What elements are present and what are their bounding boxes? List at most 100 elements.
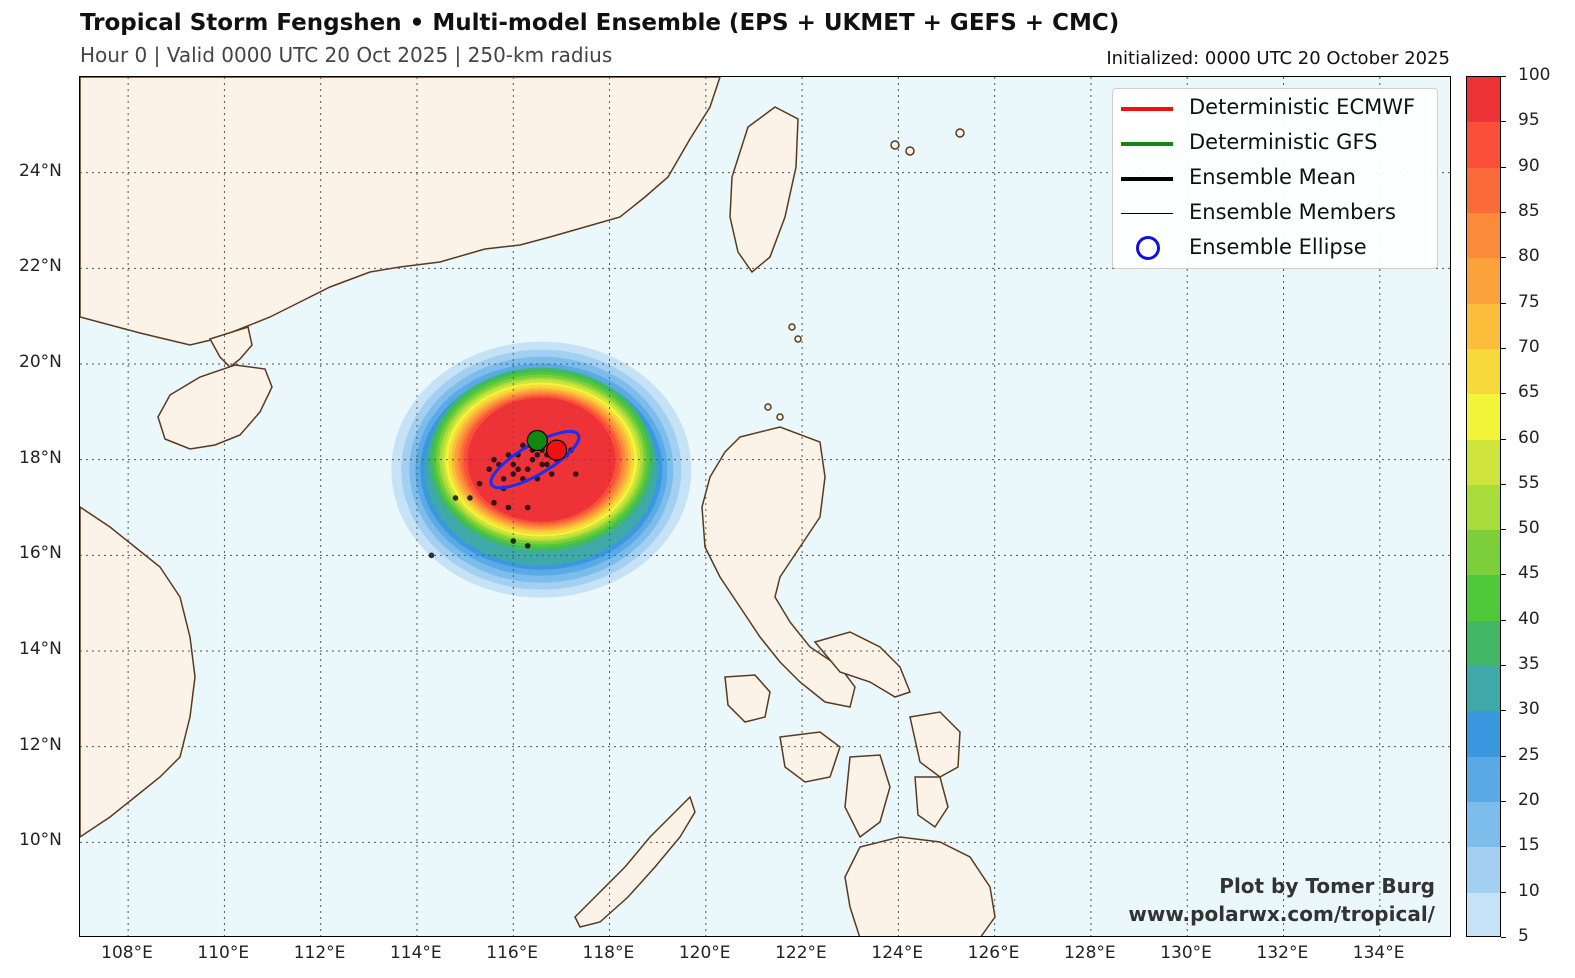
legend-label: Deterministic ECMWF <box>1189 95 1416 119</box>
colorbar-segment <box>1467 575 1500 621</box>
latitude-tick-label: 20°N <box>19 352 62 372</box>
colorbar-tick-label: 80 <box>1518 246 1540 267</box>
colorbar-segment <box>1467 847 1500 893</box>
colorbar-tick-label: 95 <box>1518 110 1540 131</box>
latitude-tick-label: 14°N <box>19 639 62 659</box>
colorbar-tick-label: 55 <box>1518 472 1540 493</box>
colorbar-tickmark <box>1501 665 1506 667</box>
colorbar-tick-label: 30 <box>1518 699 1540 720</box>
colorbar-tickmark <box>1501 529 1506 531</box>
colorbar-tick-label: 50 <box>1518 518 1540 539</box>
ensemble-member-point <box>534 452 541 458</box>
deterministic-gfs-marker <box>526 429 548 452</box>
colorbar-segment <box>1467 620 1500 667</box>
land-mindoro <box>724 674 771 723</box>
colorbar-segment <box>1467 484 1500 531</box>
colorbar-tick-label: 70 <box>1518 336 1540 357</box>
ensemble-member-point <box>452 495 459 501</box>
colorbar-tickmark <box>1501 801 1506 803</box>
colorbar-segment <box>1467 711 1500 757</box>
longitude-tick-label: 122°E <box>775 943 827 963</box>
colorbar-tickmark <box>1501 619 1506 621</box>
ensemble-member-point <box>486 466 492 473</box>
ensemble-member-point <box>573 471 579 477</box>
colorbar-segment <box>1467 439 1500 485</box>
land-south-china <box>80 77 721 346</box>
legend-item-ellipse: Ensemble Ellipse <box>1113 231 1437 266</box>
colorbar-tick-label: 85 <box>1518 200 1540 221</box>
colorbar-tick-label: 35 <box>1518 654 1540 675</box>
ensemble-member-point <box>510 471 517 477</box>
latitude-tick-label: 18°N <box>19 447 62 468</box>
colorbar-tickmark <box>1501 710 1506 712</box>
land-islet <box>890 140 900 150</box>
land-panay <box>779 731 841 783</box>
land-islet <box>955 128 965 138</box>
ensemble-member-point <box>428 552 435 559</box>
ensemble-member-point <box>510 461 517 468</box>
colorbar-tickmark <box>1501 393 1506 395</box>
probability-colorbar <box>1466 76 1501 937</box>
legend-swatch-mean <box>1121 177 1173 181</box>
longitude-tick-label: 114°E <box>389 943 442 963</box>
deterministic-ecmwf-marker <box>545 439 568 461</box>
land-vietnam <box>80 506 196 838</box>
land-palawan <box>574 795 696 928</box>
longitude-tick-label: 120°E <box>678 943 731 963</box>
colorbar-segment <box>1467 348 1500 395</box>
credit-line-1: Plot by Tomer Burg <box>1219 874 1435 898</box>
ensemble-member-point <box>524 466 531 473</box>
colorbar-tickmark <box>1501 846 1506 848</box>
strike-probability-field <box>391 341 692 598</box>
colorbar-tick-label: 65 <box>1518 382 1540 403</box>
legend-item-members: Ensemble Members <box>1113 196 1437 231</box>
landmasses <box>80 77 996 936</box>
longitude-tick-label: 132°E <box>1256 943 1309 963</box>
colorbar-segment <box>1467 892 1500 936</box>
ensemble-member-point <box>505 504 512 511</box>
ensemble-member-point <box>524 542 531 549</box>
colorbar-tickmark <box>1501 211 1506 213</box>
longitude-tick-label: 134°E <box>1352 943 1405 963</box>
ensemble-member-point <box>476 480 483 487</box>
colorbar-segment <box>1467 167 1500 213</box>
land-negros-cebu <box>844 754 891 839</box>
latitude-tick-label: 10°N <box>19 830 62 851</box>
legend-swatch-gfs <box>1121 142 1173 146</box>
longitude-tick-label: 128°E <box>1063 943 1116 963</box>
colorbar-tick-label: 5 <box>1518 926 1529 946</box>
land-taiwan <box>729 106 799 274</box>
land-bicol <box>813 631 911 698</box>
latitude-tick-label: 12°N <box>19 734 62 755</box>
colorbar-tickmark <box>1501 891 1506 893</box>
ensemble-member-point <box>524 504 531 511</box>
colorbar-tick-label: 60 <box>1518 427 1540 448</box>
colorbar-segment <box>1467 394 1500 440</box>
colorbar-tick-label: 100 <box>1518 65 1551 85</box>
colorbar-segment <box>1467 77 1500 123</box>
land-islet <box>788 323 796 331</box>
legend-swatch-members <box>1121 213 1173 214</box>
ensemble-ellipse <box>489 429 581 490</box>
ensemble-member-point <box>529 456 536 463</box>
longitude-tick-label: 116°E <box>486 943 538 963</box>
colorbar-tickmark <box>1501 755 1506 757</box>
legend-label: Deterministic GFS <box>1189 130 1378 154</box>
colorbar-tick-label: 40 <box>1518 608 1540 629</box>
ensemble-member-point <box>544 461 550 468</box>
colorbar-tickmark <box>1501 166 1506 168</box>
latitude-tick-label: 16°N <box>19 543 62 564</box>
ensemble-member-point <box>510 538 517 544</box>
colorbar-tick-label: 90 <box>1518 155 1540 176</box>
colorbar-segment <box>1467 802 1500 848</box>
longitude-tick-label: 112°E <box>293 943 346 963</box>
colorbar-tickmark <box>1501 937 1506 938</box>
longitude-tick-label: 124°E <box>871 943 924 963</box>
ensemble-member-point <box>500 476 507 482</box>
land-islet <box>776 413 784 421</box>
colorbar-tickmark <box>1501 76 1506 77</box>
colorbar-tickmark <box>1501 574 1506 576</box>
land-islet <box>764 403 772 411</box>
ensemble-member-point <box>491 499 497 506</box>
colorbar-tickmark <box>1501 121 1506 123</box>
